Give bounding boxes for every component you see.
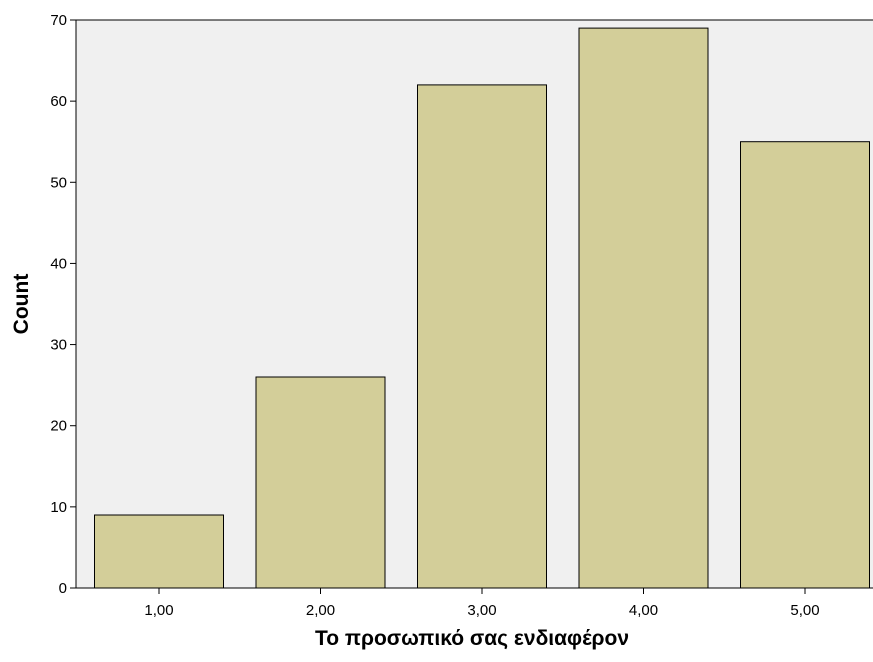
bar-3,00: [417, 84, 547, 589]
bars-layer: [94, 27, 870, 589]
y-ticks-layer: 0 10 20 30 40 50 60 70: [50, 12, 76, 597]
y-tick-label: 60: [50, 93, 67, 110]
bar-2,00: [255, 376, 386, 589]
bar-5,00: [740, 141, 870, 589]
y-tick-label: 20: [50, 418, 67, 435]
bar-1,00: [94, 514, 224, 589]
x-tick-label: 5,00: [790, 602, 819, 619]
x-tick-label: 1,00: [144, 602, 173, 619]
x-tick-label: 4,00: [629, 602, 658, 619]
x-tick-label: 3,00: [467, 602, 496, 619]
x-ticks-layer: 1,00 2,00 3,00 4,00 5,00: [144, 588, 820, 619]
y-tick-label: 50: [50, 174, 67, 191]
x-tick-label: 2,00: [306, 602, 335, 619]
y-tick-label: 70: [50, 12, 67, 29]
y-tick-label: 40: [50, 255, 67, 272]
bar-4,00: [578, 27, 709, 589]
y-tick-label: 0: [59, 580, 67, 597]
y-tick-label: 10: [50, 499, 67, 516]
x-axis-title: Το προσωπικό σας ενδιαφέρον: [315, 627, 629, 650]
y-tick-label: 30: [50, 337, 67, 354]
y-axis-title: Count: [10, 274, 33, 335]
